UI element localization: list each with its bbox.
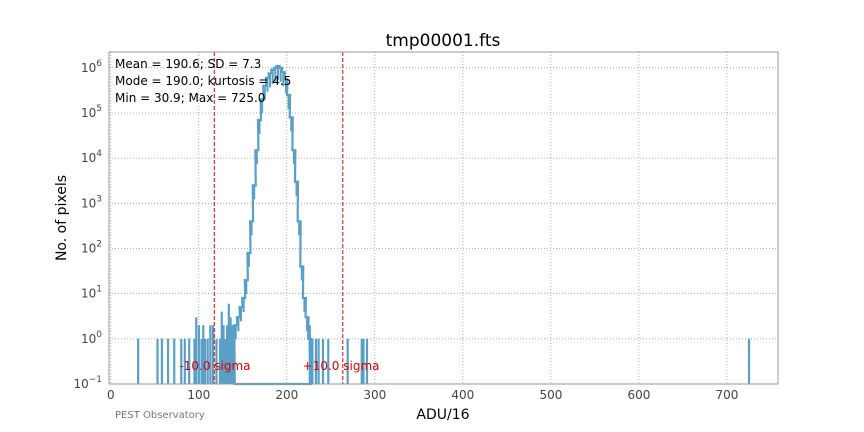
- plot-frame: [108, 51, 779, 385]
- main-peak-histogram: [233, 64, 313, 386]
- histogram-bar: [231, 325, 234, 384]
- stats-line-mode: Mode = 190.0; kurtosis = 4.5: [115, 74, 291, 88]
- x-tick-label: 300: [363, 388, 386, 402]
- histogram-bar: [220, 311, 223, 384]
- stats-line-minmax: Min = 30.9; Max = 725.0: [115, 91, 265, 105]
- y-tick-label: 100: [81, 330, 102, 346]
- histogram-bar: [188, 338, 191, 384]
- chart-title: tmp00001.fts: [386, 31, 501, 51]
- x-tick-label: 200: [275, 388, 298, 402]
- x-axis-ticks: 0 100 200 300 400 500 600 700: [107, 388, 738, 402]
- x-axis-label: ADU/16: [416, 407, 469, 423]
- histogram-bar: [317, 338, 320, 384]
- sigma-lines: -10.0 sigma +10.0 sigma: [179, 52, 380, 384]
- y-tick-label: 101: [81, 285, 102, 301]
- histogram-bar: [195, 317, 198, 384]
- histogram-bar: [160, 338, 164, 384]
- grid-lines: [109, 52, 778, 384]
- y-tick-label: 106: [81, 59, 102, 75]
- histogram-bar: [327, 338, 330, 384]
- x-tick-label: 600: [627, 388, 650, 402]
- histogram-bar: [173, 338, 176, 384]
- histogram-bar: [218, 338, 222, 384]
- histogram-bar: [156, 338, 159, 384]
- histogram-bar: [202, 325, 205, 384]
- sigma-label: +10.0 sigma: [303, 359, 380, 373]
- stats-line-mean: Mean = 190.6; SD = 7.3: [115, 57, 261, 71]
- histogram-bar: [180, 338, 183, 384]
- histogram-bar: [197, 325, 200, 384]
- y-tick-label: 102: [81, 239, 102, 255]
- y-tick-label: 104: [81, 149, 102, 165]
- observatory-credit: PEST Observatory: [115, 410, 205, 421]
- y-tick-label: 105: [81, 104, 102, 120]
- histogram-bar: [362, 338, 365, 384]
- x-tick-label: 0: [107, 388, 115, 402]
- y-tick-label: 10−1: [73, 375, 102, 391]
- histogram-bar: [346, 338, 349, 384]
- histogram-bar: [206, 338, 209, 384]
- histogram-bar: [308, 325, 311, 384]
- histogram-bar: [193, 338, 196, 384]
- histogram-bar: [200, 338, 203, 384]
- histogram-bar: [183, 338, 186, 384]
- x-tick-label: 700: [715, 388, 738, 402]
- histogram-bar: [224, 338, 227, 384]
- histogram-bar: [225, 325, 229, 384]
- histogram-bar: [215, 338, 218, 384]
- x-tick-label: 500: [539, 388, 562, 402]
- y-axis-ticks: 10−1 100 101 102 103 104 105 106: [73, 59, 102, 391]
- histogram-bar: [365, 338, 369, 384]
- histogram-bars: [137, 64, 751, 386]
- histogram-bar: [321, 338, 325, 384]
- histogram-bar: [229, 317, 232, 384]
- histogram-bar: [209, 325, 212, 384]
- histogram-bar: [360, 338, 363, 384]
- histogram-bar: [166, 338, 170, 384]
- histogram-bar: [137, 338, 140, 384]
- sigma-label: -10.0 sigma: [179, 359, 250, 373]
- histogram-bar: [203, 338, 207, 384]
- stats-box: Mean = 190.6; SD = 7.3 Mode = 190.0; kur…: [115, 57, 291, 105]
- x-tick-label: 400: [451, 388, 474, 402]
- histogram-bar: [222, 325, 225, 384]
- histogram-bar: [227, 303, 230, 384]
- histogram-bar: [314, 338, 318, 384]
- histogram-bar: [311, 338, 314, 384]
- histogram-bar: [747, 338, 751, 384]
- y-axis-label: No. of pixels: [54, 175, 70, 261]
- y-tick-label: 103: [81, 194, 102, 210]
- x-tick-label: 100: [187, 388, 210, 402]
- histogram-bar: [211, 325, 215, 384]
